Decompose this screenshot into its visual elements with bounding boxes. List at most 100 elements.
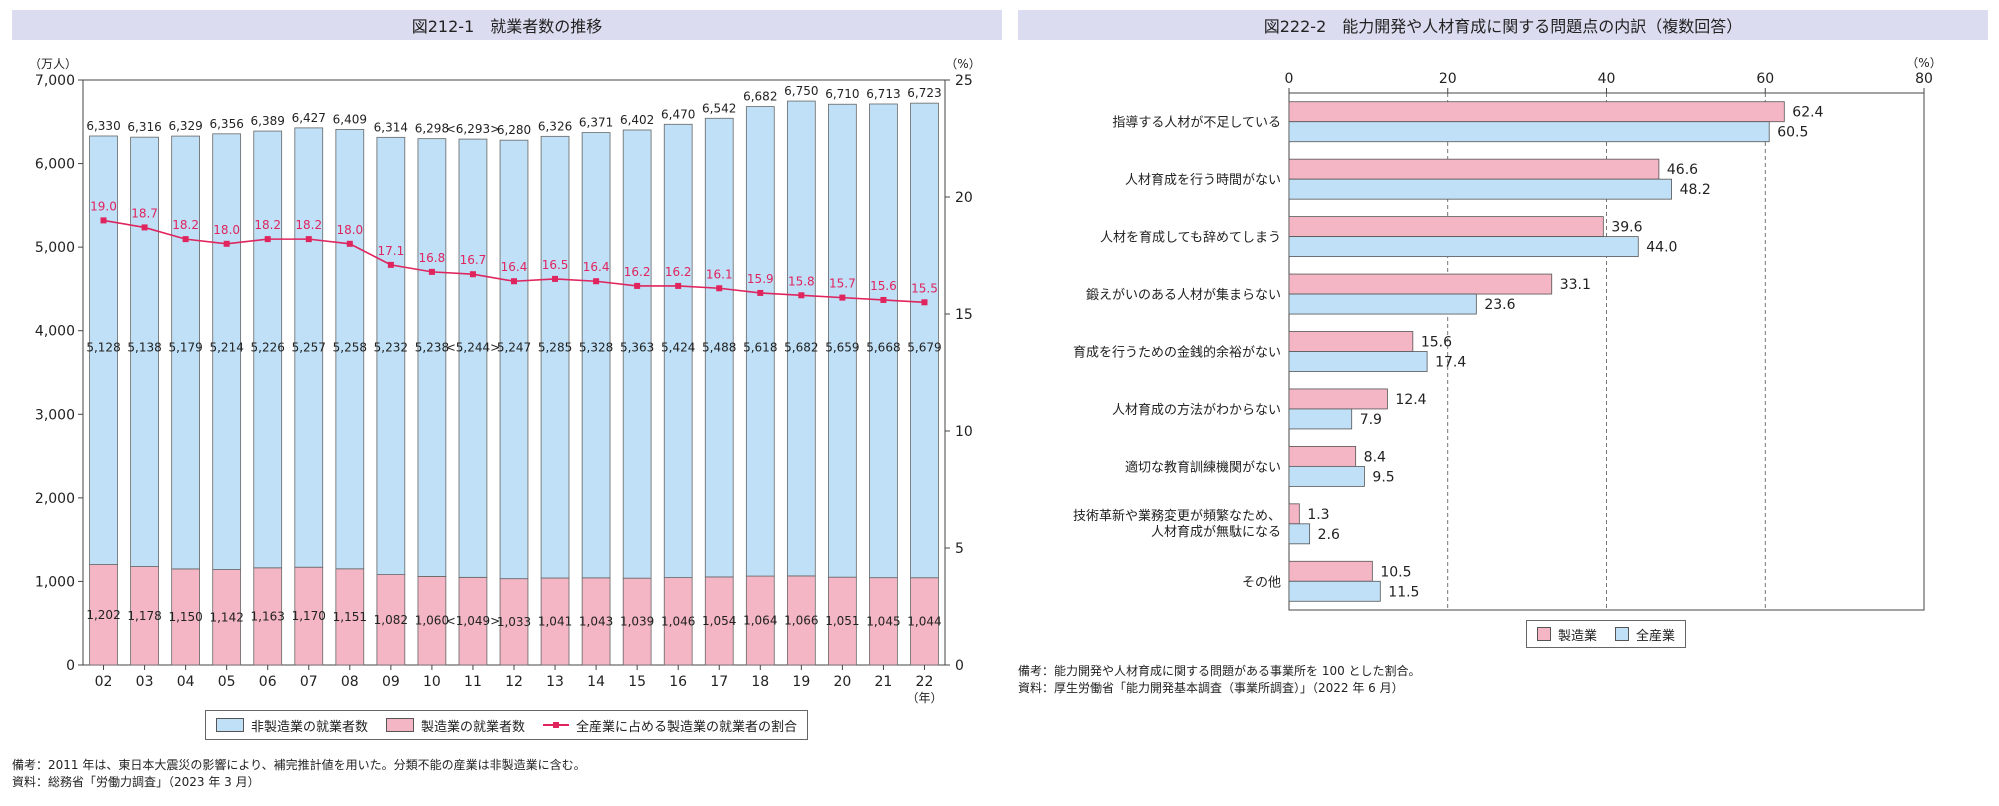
ratio-point — [921, 299, 928, 306]
legend-all-swatch — [1615, 627, 1630, 641]
x-tick-label: 14 — [587, 674, 605, 690]
bar-all-industry — [1288, 523, 1311, 545]
ratio-point — [593, 278, 600, 285]
total-label: 6,329 — [168, 119, 202, 133]
total-label: 6,316 — [127, 120, 161, 134]
value-label-all-industry: 2.6 — [1318, 527, 1340, 543]
nonmfg-label: 5,424 — [661, 340, 695, 354]
ratio-label: 16.4 — [583, 260, 610, 274]
nonmfg-label: 5,258 — [333, 340, 367, 354]
x-tick-label: 19 — [792, 674, 810, 690]
ratio-point — [675, 282, 682, 289]
x-tick-label: 11 — [464, 674, 482, 690]
bar-nonmfg — [458, 138, 488, 578]
nonmfg-label: 5,247 — [497, 340, 531, 354]
y2-tick-label: 20 — [955, 190, 973, 206]
bar-nonmfg — [376, 136, 406, 575]
ratio-label: 18.7 — [131, 206, 158, 220]
ratio-label: 18.2 — [172, 218, 199, 232]
chart2-source: 資料：厚生労働省「能力開発基本調査（事業所調査）」（2022 年 6 月） — [1018, 681, 1404, 695]
mfg-label: 1,163 — [251, 609, 285, 623]
bar-manufacturing — [1288, 331, 1414, 352]
ratio-label: 16.5 — [542, 258, 569, 272]
y-tick-label: 4,000 — [35, 324, 75, 340]
bar-mfg — [89, 564, 118, 666]
mfg-label: 1,041 — [538, 615, 572, 629]
chart2-title: 図222-2 能力開発や人材育成に関する問題点の内訳（複数回答） — [1018, 10, 1988, 40]
bar-nonmfg — [417, 138, 447, 577]
value-label-all-industry: 60.5 — [1777, 125, 1808, 141]
employment-chart: 0 1,000 2,000 3,000 4,000 5,000 6,000 7,000 （万人）… — [29, 57, 981, 705]
category-label: 技術革新や業務変更が頻繁なため、 — [1073, 508, 1281, 524]
mfg-label: 1,033 — [497, 615, 531, 629]
x-tick-label: 17 — [710, 674, 728, 690]
bar-nonmfg — [622, 129, 652, 579]
y-tick-label: 2,000 — [35, 491, 75, 507]
nonmfg-label: 5,128 — [86, 340, 120, 354]
ratio-point — [387, 261, 394, 268]
bar-manufacturing — [1288, 216, 1604, 238]
mfg-label: 1,150 — [168, 610, 202, 624]
x-tick-label: 02 — [95, 674, 113, 690]
ratio-point — [346, 240, 353, 247]
bar-manufacturing — [1288, 101, 1785, 123]
bar-nonmfg — [171, 135, 200, 570]
ratio-point — [141, 224, 148, 231]
bar-manufacturing — [1288, 388, 1388, 410]
legend-nonmfg-swatch — [216, 718, 244, 732]
x-tick-label: 22 — [916, 674, 934, 690]
nonmfg-label: 5,138 — [127, 340, 161, 354]
total-label: 6,427 — [292, 111, 326, 125]
bar-all-industry — [1288, 408, 1353, 430]
bar-mfg — [130, 566, 159, 666]
bar-nonmfg — [663, 123, 693, 578]
training-issues-chart: 0 20 40 60 80（%） 62.4 60.5 指導する人材が不足している 46.6 48.… — [1073, 56, 1942, 611]
category-label: その他 — [1242, 575, 1281, 590]
value-label-manufacturing: 39.6 — [1611, 220, 1642, 236]
legend-ratio: 全産業に占める製造業の就業者の割合 — [543, 716, 797, 735]
ratio-label: 19.0 — [90, 199, 117, 213]
ratio-point — [305, 236, 312, 243]
value-label-all-industry: 17.4 — [1435, 355, 1466, 371]
nonmfg-label: 5,214 — [209, 340, 243, 354]
total-label: 6,402 — [620, 113, 654, 127]
ratio-label: 18.0 — [336, 223, 363, 237]
nonmfg-label: 5,285 — [538, 340, 572, 354]
value-label-manufacturing: 10.5 — [1380, 564, 1411, 580]
x-tick-label: 05 — [218, 674, 236, 690]
ratio-point — [469, 271, 476, 278]
total-label: 6,371 — [579, 116, 613, 130]
mfg-label: 1,054 — [702, 614, 736, 628]
total-label: 6,330 — [86, 119, 120, 133]
total-label: 6,470 — [661, 107, 695, 121]
ratio-point — [511, 278, 517, 285]
total-label: 6,356 — [209, 117, 243, 131]
total-label: 6,298 — [415, 122, 449, 136]
bar-all-industry — [1288, 293, 1477, 315]
total-label: 6,713 — [866, 87, 900, 101]
total-label: <6,293> — [446, 122, 500, 136]
value-label-all-industry: 23.6 — [1484, 297, 1515, 313]
chart1-source: 資料：総務省「労働力調査」（2023 年 3 月） — [12, 775, 260, 789]
ratio-label: 16.7 — [460, 253, 487, 267]
nonmfg-label: 5,238 — [415, 340, 449, 354]
bar-mfg — [253, 567, 283, 666]
bar-manufacturing — [1288, 503, 1300, 525]
total-label: 6,682 — [743, 90, 777, 104]
category-label: 育成を行うための金銭的余裕がない — [1073, 345, 1281, 361]
mfg-label: 1,151 — [333, 610, 367, 624]
y-tick-label: 6,000 — [35, 157, 75, 173]
mfg-label: 1,046 — [661, 614, 695, 628]
y2-tick-label: 25 — [955, 73, 973, 89]
x-tick-label: 21 — [875, 674, 893, 690]
bar-nonmfg — [253, 130, 283, 569]
ratio-label: 15.5 — [911, 281, 938, 295]
bar-nonmfg — [910, 102, 939, 579]
bar-nonmfg — [335, 128, 365, 570]
nonmfg-label: 5,618 — [743, 340, 777, 354]
nonmfg-label: 5,659 — [825, 340, 859, 354]
nonmfg-label: 5,488 — [702, 340, 736, 354]
x-tick-label: 03 — [136, 674, 154, 690]
legend-manu-label: 製造業 — [1558, 628, 1598, 644]
bar-manufacturing — [1288, 273, 1553, 295]
